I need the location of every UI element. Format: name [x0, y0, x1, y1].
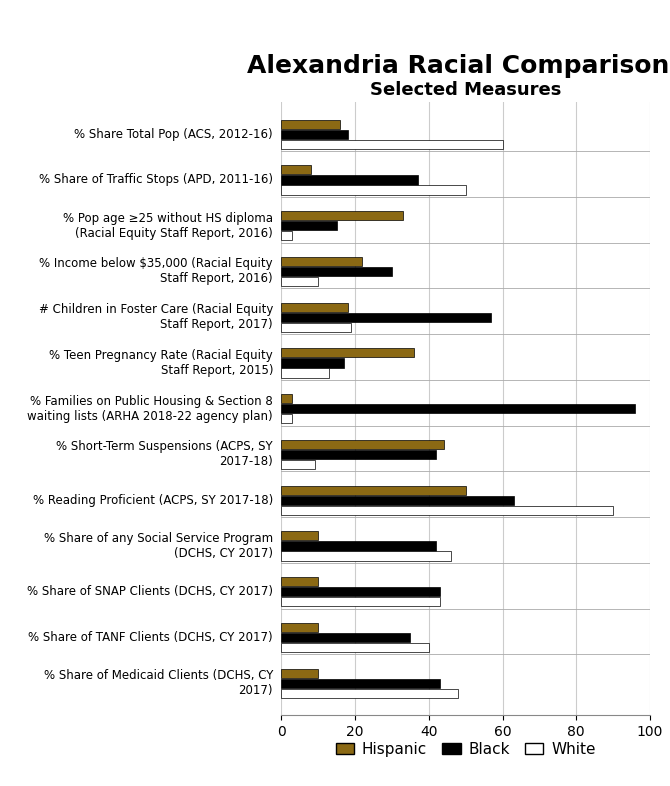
Bar: [281, 165, 311, 174]
Text: Selected Measures: Selected Measures: [370, 81, 561, 99]
Bar: [281, 277, 318, 286]
Bar: [281, 597, 440, 606]
Bar: [281, 231, 292, 241]
Bar: [281, 369, 329, 377]
Bar: [281, 542, 436, 550]
Bar: [281, 633, 410, 642]
Bar: [281, 577, 318, 586]
Bar: [281, 531, 318, 541]
Bar: [281, 450, 436, 459]
Bar: [281, 689, 458, 698]
Bar: [281, 175, 418, 185]
Bar: [281, 643, 429, 652]
Bar: [281, 185, 466, 195]
Bar: [281, 303, 348, 312]
Bar: [281, 348, 414, 358]
Bar: [281, 587, 440, 597]
Text: Alexandria Racial Comparisons: Alexandria Racial Comparisons: [247, 53, 670, 78]
Bar: [281, 267, 392, 276]
Bar: [281, 669, 318, 678]
Bar: [281, 119, 340, 129]
Bar: [281, 323, 351, 332]
Bar: [281, 404, 635, 413]
Bar: [281, 140, 502, 149]
Bar: [281, 257, 362, 266]
Bar: [281, 552, 451, 560]
Legend: Hispanic, Black, White: Hispanic, Black, White: [330, 736, 602, 762]
Bar: [281, 313, 492, 321]
Bar: [281, 394, 292, 403]
Bar: [281, 211, 403, 220]
Bar: [281, 678, 440, 688]
Bar: [281, 414, 292, 424]
Bar: [281, 623, 318, 632]
Bar: [281, 221, 336, 230]
Bar: [281, 505, 613, 515]
Bar: [281, 358, 344, 368]
Bar: [281, 130, 348, 139]
Bar: [281, 486, 466, 494]
Bar: [281, 460, 315, 469]
Bar: [281, 496, 513, 505]
Bar: [281, 440, 444, 449]
